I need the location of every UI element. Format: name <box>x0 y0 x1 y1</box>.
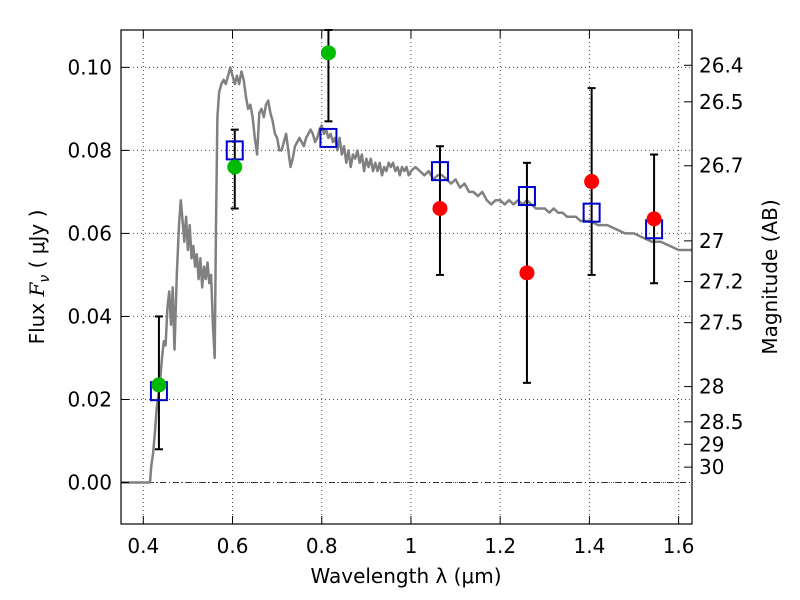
y-tick-label: 0.04 <box>67 304 112 328</box>
y-axis-label-prefix: Flux <box>25 296 49 344</box>
data-layer <box>121 29 692 484</box>
mag-tick-label: 26.4 <box>699 53 744 77</box>
y-axis-label-symbol: F <box>25 281 49 297</box>
mag-tick-label: 26.5 <box>699 90 744 114</box>
mag-tick-label: 30 <box>699 455 724 479</box>
observed-point-green <box>320 45 336 61</box>
y-tick-label: 0.00 <box>67 470 112 494</box>
x-tick-label: 0.8 <box>306 534 338 558</box>
mag-tick-label: 26.7 <box>699 154 744 178</box>
y-axis-label-suffix: ( μJy ) <box>25 210 49 275</box>
mag-tick-label: 28 <box>699 375 724 399</box>
mag-tick-label: 27.2 <box>699 270 744 294</box>
y-tick-label: 0.06 <box>67 221 112 245</box>
x-tick-label: 1 <box>405 534 418 558</box>
y2-axis-label: Magnitude (AB) <box>758 199 782 354</box>
synthetic-photometry-square <box>319 127 338 148</box>
x-tick-label: 1.4 <box>573 534 605 558</box>
observed-point-red <box>519 265 535 281</box>
mag-tick-label: 29 <box>699 432 724 456</box>
y-tick-label: 0.02 <box>67 387 112 411</box>
y-axis-label-subscript: ν <box>37 275 53 283</box>
x-tick-label: 0.4 <box>127 534 159 558</box>
y-tick-label: 0.10 <box>67 55 112 79</box>
mag-tick-label: 28.5 <box>699 410 744 434</box>
observed-point-green <box>227 159 243 175</box>
synthetic-photometry-square <box>517 186 536 207</box>
ticks: 0.4 0.6 0.8 1 1.2 1.4 1.6 0.00 0.02 0.04 0.06 0.08 0… <box>67 30 744 558</box>
observed-point-red <box>646 211 662 227</box>
model-spectrum-line <box>121 66 692 484</box>
x-tick-label: 1.2 <box>484 534 516 558</box>
plot-frame <box>120 29 693 525</box>
synthetic-photometry-square <box>430 161 449 182</box>
observed-point-red <box>584 174 600 190</box>
mag-tick-label: 27 <box>699 229 724 253</box>
x-tick-label: 1.6 <box>663 534 695 558</box>
mag-tick-label: 27.5 <box>699 311 744 335</box>
x-axis-label: Wavelength λ (μm) <box>310 564 501 588</box>
y-tick-label: 0.08 <box>67 138 112 162</box>
observed-point-red <box>432 201 448 217</box>
synthetic-photometry-square <box>225 140 244 161</box>
y-axis-label: Flux Fν ( μJy ) <box>25 210 53 345</box>
synthetic-photometry-square <box>582 202 601 223</box>
observed-point-green <box>151 377 167 393</box>
x-tick-label: 0.6 <box>217 534 249 558</box>
